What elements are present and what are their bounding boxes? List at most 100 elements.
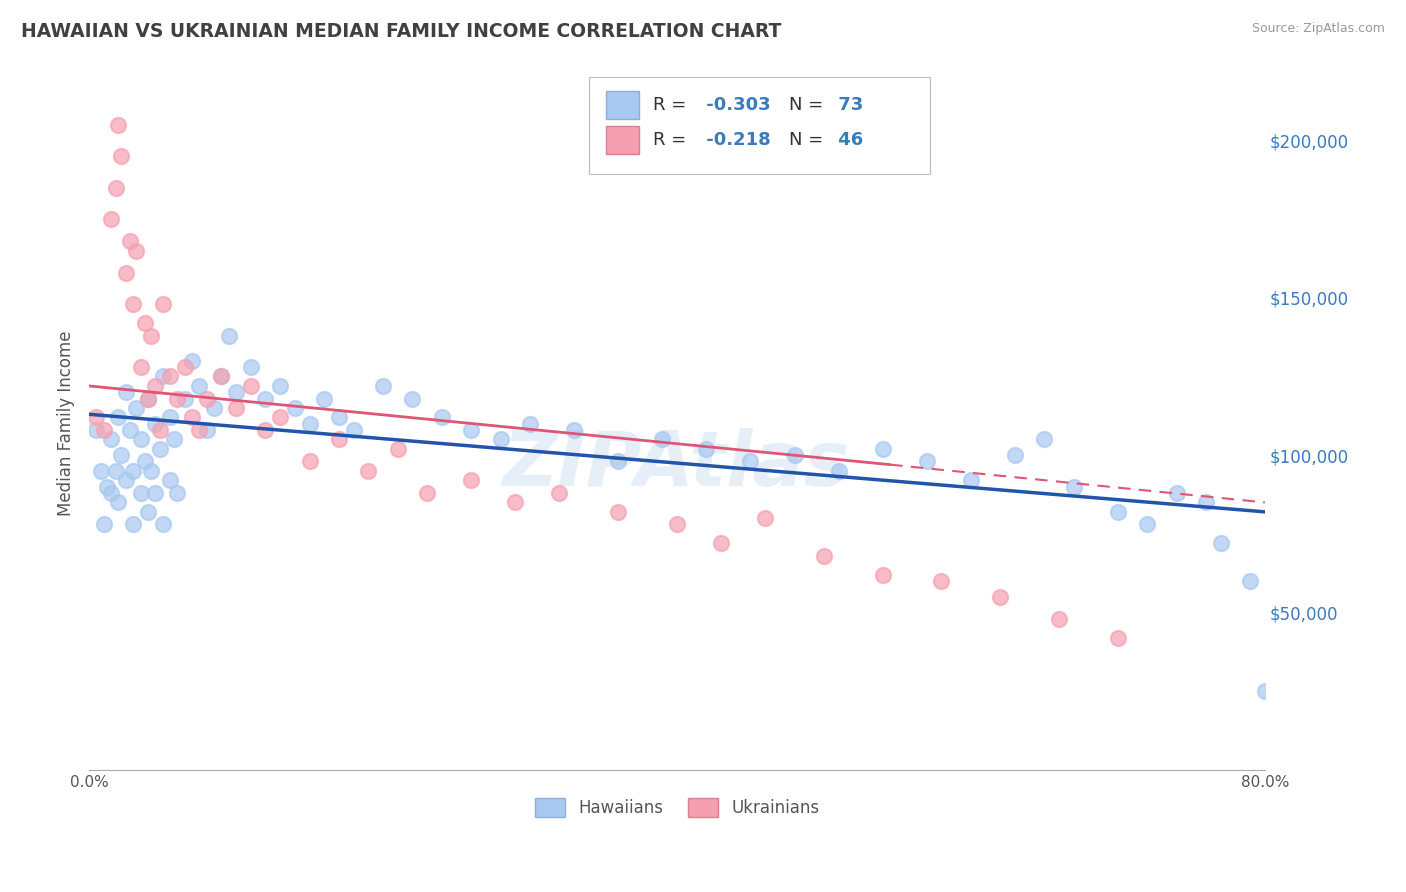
Point <box>173 392 195 406</box>
Point <box>122 517 145 532</box>
Point <box>1047 612 1070 626</box>
Point <box>328 433 350 447</box>
Point <box>1239 574 1261 588</box>
Point <box>209 369 232 384</box>
Point <box>371 379 394 393</box>
Point <box>1195 495 1218 509</box>
Point <box>254 423 277 437</box>
Point <box>519 417 541 431</box>
Point <box>1063 480 1085 494</box>
Point <box>314 392 336 406</box>
Point <box>813 549 835 563</box>
Point <box>783 448 806 462</box>
Point <box>460 423 482 437</box>
Point <box>90 464 112 478</box>
FancyBboxPatch shape <box>606 91 640 119</box>
Point <box>915 454 938 468</box>
Point <box>110 448 132 462</box>
Point <box>120 234 142 248</box>
Point <box>710 536 733 550</box>
Point <box>269 410 291 425</box>
Point <box>607 505 630 519</box>
Point <box>159 369 181 384</box>
Point <box>136 505 159 519</box>
Text: R =: R = <box>654 96 686 114</box>
Point <box>225 385 247 400</box>
Point <box>136 392 159 406</box>
Text: Source: ZipAtlas.com: Source: ZipAtlas.com <box>1251 22 1385 36</box>
Point <box>129 359 152 374</box>
Point <box>401 392 423 406</box>
Point <box>195 392 218 406</box>
Point <box>269 379 291 393</box>
Point <box>152 369 174 384</box>
Point <box>125 244 148 258</box>
Point <box>149 423 172 437</box>
Point <box>239 359 262 374</box>
Point <box>104 464 127 478</box>
Point <box>129 433 152 447</box>
Point <box>114 474 136 488</box>
Point <box>136 392 159 406</box>
Point <box>225 401 247 415</box>
Legend: Hawaiians, Ukrainians: Hawaiians, Ukrainians <box>527 791 825 824</box>
Point <box>104 180 127 194</box>
Point <box>152 517 174 532</box>
Point <box>607 454 630 468</box>
Point <box>159 474 181 488</box>
FancyBboxPatch shape <box>606 126 640 153</box>
Point <box>120 423 142 437</box>
Point <box>129 486 152 500</box>
Point <box>239 379 262 393</box>
Text: 46: 46 <box>832 131 863 149</box>
Point <box>503 495 526 509</box>
Point <box>181 353 204 368</box>
Point <box>100 212 122 227</box>
Text: 73: 73 <box>832 96 863 114</box>
Point <box>143 379 166 393</box>
Point <box>1209 536 1232 550</box>
Point <box>202 401 225 415</box>
Point <box>357 464 380 478</box>
Point <box>149 442 172 456</box>
Point <box>125 401 148 415</box>
Point <box>152 297 174 311</box>
Point <box>86 423 108 437</box>
Point <box>134 316 156 330</box>
Point <box>107 118 129 132</box>
Text: R =: R = <box>654 131 686 149</box>
Point <box>754 511 776 525</box>
Point <box>298 454 321 468</box>
Point <box>872 567 894 582</box>
Point <box>181 410 204 425</box>
Text: N =: N = <box>789 131 823 149</box>
Point <box>562 423 585 437</box>
Point <box>166 392 188 406</box>
Point <box>114 385 136 400</box>
Point <box>254 392 277 406</box>
Point <box>93 423 115 437</box>
Point <box>1136 517 1159 532</box>
Point <box>188 423 211 437</box>
Point <box>143 486 166 500</box>
Point <box>1254 684 1277 698</box>
Text: -0.303: -0.303 <box>700 96 770 114</box>
Text: ZIPAtlas: ZIPAtlas <box>503 428 851 502</box>
Point <box>86 410 108 425</box>
Point <box>107 410 129 425</box>
Point <box>96 480 118 494</box>
Point <box>188 379 211 393</box>
Point <box>1166 486 1188 500</box>
Point <box>107 495 129 509</box>
Point <box>173 359 195 374</box>
Text: -0.218: -0.218 <box>700 131 772 149</box>
Point <box>695 442 717 456</box>
Point <box>460 474 482 488</box>
Point <box>651 433 673 447</box>
Point <box>1107 505 1129 519</box>
Point <box>163 433 186 447</box>
Point <box>665 517 688 532</box>
Point <box>740 454 762 468</box>
FancyBboxPatch shape <box>589 78 929 175</box>
Point <box>284 401 307 415</box>
